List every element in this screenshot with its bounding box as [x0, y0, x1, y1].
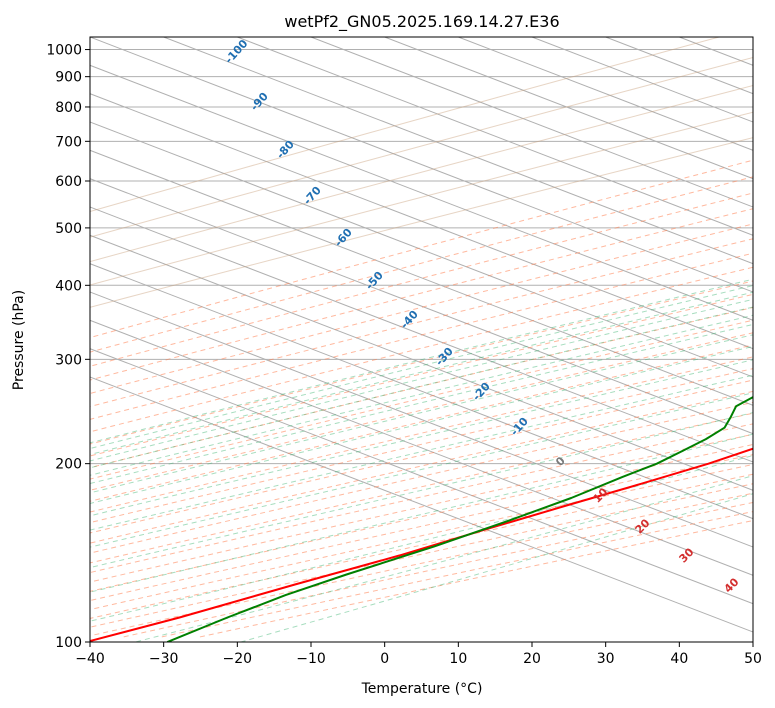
- dry-adiabat-label: -40: [398, 308, 421, 332]
- isotherm-line: [90, 64, 753, 321]
- isotherm-line: [163, 37, 753, 265]
- moist-adiabat-label: 20: [633, 516, 653, 536]
- y-tick-label: 500: [55, 221, 82, 237]
- moist-adiabat-line: [90, 324, 753, 485]
- x-tick-label: −30: [149, 651, 179, 667]
- moist-adiabat-line: [90, 314, 753, 476]
- isotherm-line: [90, 291, 753, 548]
- y-axis-label: Pressure (hPa): [11, 290, 27, 390]
- isotherm-line: [90, 376, 753, 633]
- dry-adiabat-label: -30: [433, 345, 456, 369]
- dry-adiabat-label: -90: [248, 90, 271, 114]
- moist-adiabat-line: [90, 306, 753, 469]
- plot-frame: [89, 36, 754, 643]
- chart-title: wetPf2_GN05.2025.169.14.27.E36: [284, 12, 559, 32]
- y-tick-label: 1000: [46, 43, 82, 59]
- dry-adiabat-line: [90, 483, 753, 628]
- x-tick-label: −10: [296, 651, 326, 667]
- plot-area: -100-90-80-70-60-50-40-30-20-100.10.20.4…: [90, 37, 753, 642]
- x-tick-label: 20: [523, 651, 541, 667]
- isotherm-line: [90, 263, 753, 520]
- x-tick-label: 0: [380, 651, 389, 667]
- x-tick-label: 40: [670, 651, 688, 667]
- dry-adiabat-line: [90, 252, 753, 420]
- dry-adiabat-line: [161, 511, 753, 638]
- y-tick-label: 600: [55, 174, 82, 190]
- dry-adiabat-label: -60: [332, 226, 355, 250]
- moist-adiabat-line: [90, 298, 753, 462]
- dry-adiabat-line: [90, 293, 753, 457]
- dry-adiabat-label: -100: [222, 37, 250, 66]
- y-tick-label: 200: [55, 457, 82, 473]
- isotherm-line: [90, 37, 753, 293]
- y-tick-label: 800: [55, 100, 82, 116]
- x-axis-label: Temperature (°C): [361, 681, 483, 697]
- reference-curve: [90, 56, 753, 238]
- moist-adiabat-label: 30: [677, 545, 697, 565]
- y-tick-label: 700: [55, 134, 82, 150]
- y-tick-label: 900: [55, 70, 82, 86]
- moist-adiabat-line: [90, 291, 753, 456]
- isotherm-line: [90, 149, 753, 406]
- isotherm-line: [237, 37, 753, 236]
- x-tick-label: 30: [597, 651, 615, 667]
- dry-adiabat-line: [90, 332, 753, 491]
- dry-adiabat-line: [90, 492, 753, 637]
- dry-adiabat-line: [90, 454, 753, 602]
- dry-adiabat-line: [90, 443, 753, 592]
- isotherm-line: [531, 37, 753, 123]
- x-tick-label: 10: [449, 651, 467, 667]
- reference-curve: [90, 85, 753, 263]
- isotherm-line: [384, 37, 753, 180]
- moist-adiabat-line: [90, 359, 753, 517]
- isotherm-line: [90, 234, 753, 491]
- y-tick-label: 400: [55, 278, 82, 294]
- dry-adiabat-line: [122, 501, 753, 638]
- x-tick-label: −40: [75, 651, 105, 667]
- moist-adiabat-label: 0: [553, 454, 568, 469]
- y-tick-label: 100: [55, 635, 82, 651]
- dry-adiabat-line: [90, 192, 753, 367]
- moist-adiabat-line: [90, 374, 753, 531]
- dry-adiabat-line: [90, 423, 753, 574]
- dewpoint-profile: [166, 396, 753, 642]
- dry-adiabat-line: [90, 208, 753, 381]
- isotherm-line: [90, 121, 753, 378]
- dry-adiabat-line: [90, 238, 753, 408]
- isotherm-line: [752, 37, 753, 38]
- isotherm-line: [458, 37, 753, 151]
- isotherm-line: [310, 37, 753, 208]
- isotherm-line: [90, 206, 753, 463]
- isotherm-line: [90, 93, 753, 350]
- axis-ticks: −40 −30 −20 −10 0 10 20 30 40 5010020030040050060…: [46, 36, 762, 667]
- reference-curve: [90, 37, 720, 213]
- dry-adiabat-line: [90, 433, 753, 583]
- temperature-profile: [90, 447, 753, 642]
- isotherm-line: [90, 319, 753, 576]
- dry-adiabat-line: [90, 280, 753, 445]
- reference-curve: [90, 111, 753, 286]
- x-tick-label: 50: [744, 651, 762, 667]
- isotherm-line: [90, 348, 753, 605]
- x-tick-label: −20: [223, 651, 253, 667]
- y-tick-label: 300: [55, 352, 82, 368]
- dry-adiabat-line: [90, 401, 753, 554]
